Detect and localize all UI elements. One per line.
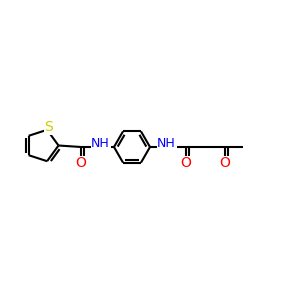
Text: O: O — [181, 157, 191, 170]
Text: NH: NH — [157, 137, 176, 150]
Text: O: O — [220, 157, 230, 170]
Text: S: S — [44, 120, 53, 134]
Text: NH: NH — [91, 137, 110, 150]
Text: O: O — [76, 157, 86, 170]
